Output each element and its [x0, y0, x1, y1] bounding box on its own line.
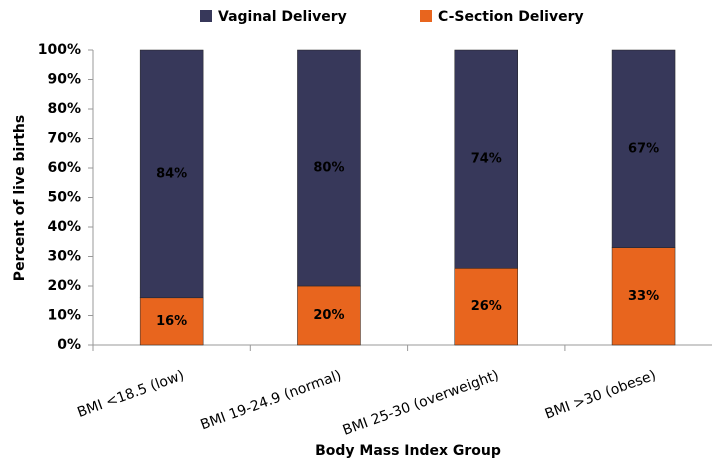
- y-tick-label: 80%: [47, 101, 81, 117]
- x-tick-label: BMI >30 (obese): [543, 367, 659, 422]
- bar-segment: [611, 247, 676, 346]
- data-label: 16%: [156, 314, 187, 329]
- legend-swatch: [200, 10, 212, 22]
- data-label: 26%: [471, 299, 502, 314]
- data-label: 84%: [156, 166, 187, 181]
- bar-segment: [297, 285, 361, 346]
- bar-segment: [454, 49, 518, 269]
- y-axis-title: Percent of live births: [12, 115, 28, 281]
- bar-segment: [139, 49, 204, 299]
- x-tick-label: BMI 25-30 (overweight): [341, 367, 501, 438]
- legend-swatch: [420, 10, 432, 22]
- data-label: 80%: [313, 161, 344, 176]
- y-tick-label: 30%: [47, 249, 81, 265]
- data-label: 67%: [628, 141, 659, 156]
- y-tick-label: 60%: [47, 160, 81, 176]
- legend-label: Vaginal Delivery: [218, 9, 347, 25]
- data-label: 33%: [628, 289, 659, 304]
- y-tick-label: 40%: [47, 219, 81, 235]
- y-tick-label: 100%: [38, 42, 81, 58]
- y-tick-label: 0%: [57, 337, 81, 353]
- x-tick-label: BMI 19-24.9 (normal): [198, 367, 343, 433]
- bar-segment: [611, 49, 676, 248]
- y-tick-label: 10%: [47, 308, 81, 324]
- x-tick-label: BMI <18.5 (low): [75, 367, 186, 420]
- y-tick-label: 70%: [47, 131, 81, 147]
- data-label: 20%: [313, 308, 344, 323]
- y-tick-label: 50%: [47, 190, 81, 206]
- data-label: 74%: [471, 152, 502, 167]
- bar-segment: [454, 268, 518, 346]
- y-tick-label: 90%: [47, 72, 81, 88]
- y-tick-label: 20%: [47, 278, 81, 294]
- bar-segment: [297, 49, 361, 287]
- x-axis-title: Body Mass Index Group: [315, 443, 501, 459]
- bar-segment: [139, 297, 204, 346]
- legend-label: C-Section Delivery: [438, 9, 584, 25]
